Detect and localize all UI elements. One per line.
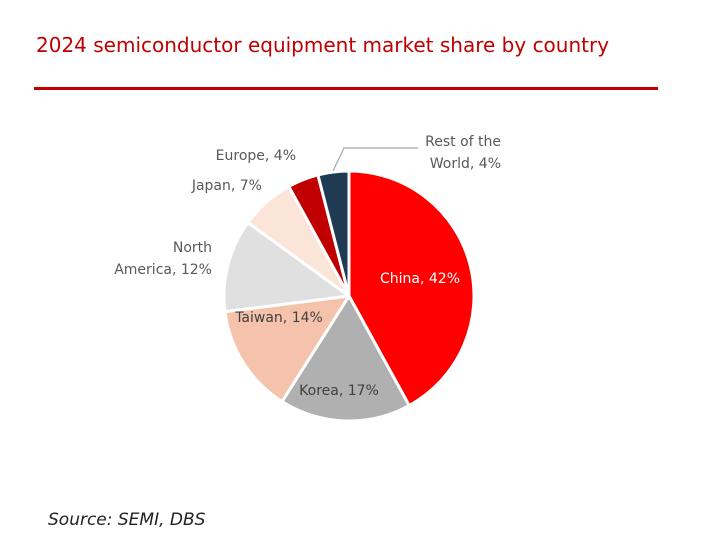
data-label-china: China, 42% [380,271,460,287]
pie-labels: China, 42% Korea, 17% Taiwan, 14% North Amer… [114,134,501,399]
data-label-japan: Japan, 7% [191,178,262,194]
data-label-taiwan: Taiwan, 14% [234,310,323,326]
chart-title: 2024 semiconductor equipment market shar… [36,33,610,57]
pie-slices [222,169,476,423]
pie-slice-korea [280,294,411,423]
pie-slice-taiwan [223,294,351,404]
pie-slice-china [347,169,476,408]
title-rule [34,87,658,90]
pie-slice-rest-of-world [316,169,351,298]
data-label-europe: Europe, 4% [216,148,296,164]
data-label-rest-of-world: Rest of the World, 4% [425,134,501,172]
rest-of-world-leader-line [332,147,418,172]
data-label-korea: Korea, 17% [299,383,379,399]
data-label-north-america: North America, 12% [114,240,212,278]
pie-slice-north-america [222,221,351,314]
source-note: Source: SEMI, DBS [48,510,206,530]
